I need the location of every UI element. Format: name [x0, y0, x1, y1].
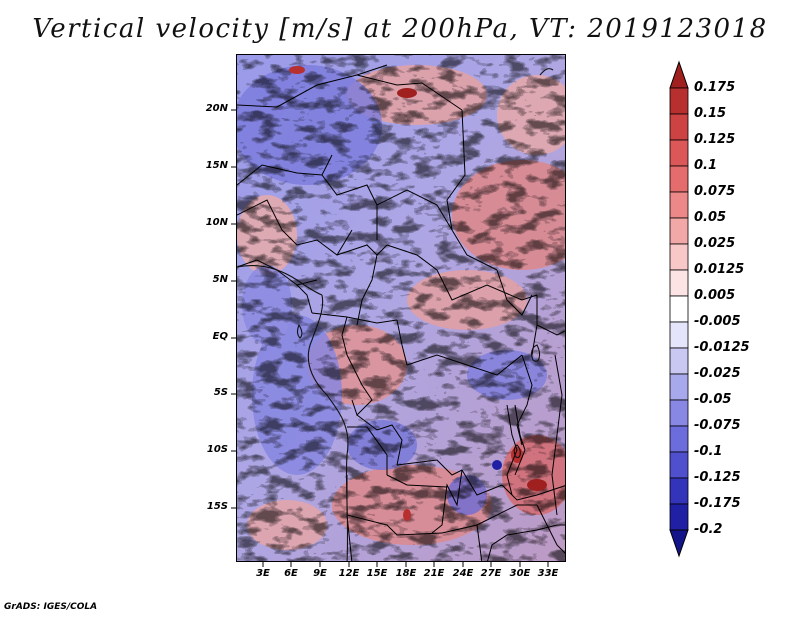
colorbar-box	[669, 503, 689, 531]
lat-label: 10N	[205, 217, 228, 228]
country-boundaries	[237, 64, 565, 561]
field-texture	[237, 55, 565, 561]
lon-label: 9E	[313, 568, 327, 579]
colorbar-box	[669, 217, 689, 245]
colorbar-label: 0.1	[694, 158, 718, 173]
lon-label: 3E	[256, 568, 270, 579]
map-plot-area	[236, 54, 566, 562]
colorbar-label: 0.005	[694, 288, 736, 303]
lat-label: 5S	[213, 387, 228, 398]
colorbar-box	[669, 321, 689, 349]
colorbar-box	[669, 191, 689, 219]
lat-label: 15S	[206, 501, 228, 512]
colorbar-label: 0.0125	[694, 262, 745, 277]
colorbar-box	[669, 165, 689, 193]
colorbar-box	[669, 373, 689, 401]
colorbar-label: 0.175	[694, 80, 736, 95]
colorbar-label: -0.175	[694, 496, 741, 511]
coastlines	[237, 68, 554, 561]
lon-label: 6E	[284, 568, 298, 579]
colorbar-box	[669, 399, 689, 427]
lat-label: 15N	[205, 160, 228, 171]
colorbar-box	[669, 295, 689, 323]
colorbar-box	[669, 477, 689, 505]
lon-label: 24E	[452, 568, 474, 579]
lat-label: 5N	[212, 274, 228, 285]
colorbar-label: -0.05	[694, 392, 732, 407]
colorbar-box	[669, 139, 689, 167]
colorbar-box	[669, 269, 689, 297]
chart-title: Vertical velocity [m/s] at 200hPa, VT: 2…	[32, 14, 768, 44]
lon-label: 15E	[366, 568, 388, 579]
lon-label: 18E	[395, 568, 417, 579]
colorbar-box	[669, 87, 689, 115]
colorbar-box	[669, 425, 689, 453]
colorbar-top-arrow	[669, 60, 689, 89]
colorbar-label: 0.075	[694, 184, 736, 199]
colorbar-label: -0.1	[694, 444, 723, 459]
lat-label: 20N	[205, 103, 228, 114]
lon-label: 33E	[537, 568, 559, 579]
colorbar-box	[669, 347, 689, 375]
colorbar-box	[669, 113, 689, 141]
colorbar-label: 0.05	[694, 210, 727, 225]
colorbar-label: -0.025	[694, 366, 741, 381]
lon-label: 21E	[423, 568, 445, 579]
lat-label: EQ	[212, 331, 228, 342]
lon-label: 27E	[480, 568, 502, 579]
colorbar-label: 0.025	[694, 236, 736, 251]
colorbar-label: -0.2	[694, 522, 723, 537]
colorbar-label: -0.0125	[694, 340, 750, 355]
grads-credit: GrADS: IGES/COLA	[4, 602, 98, 612]
colorbar-box	[669, 451, 689, 479]
lon-label: 30E	[509, 568, 531, 579]
lat-label: 10S	[206, 444, 228, 455]
colorbar	[669, 60, 689, 558]
colorbar-label: 0.15	[694, 106, 727, 121]
colorbar-box	[669, 243, 689, 271]
colorbar-label: 0.125	[694, 132, 736, 147]
colorbar-label: -0.005	[694, 314, 741, 329]
colorbar-label: -0.075	[694, 418, 741, 433]
colorbar-label: -0.125	[694, 470, 741, 485]
strong-cores	[289, 66, 547, 521]
lon-label: 12E	[338, 568, 360, 579]
colorbar-bottom-arrow	[669, 529, 689, 558]
